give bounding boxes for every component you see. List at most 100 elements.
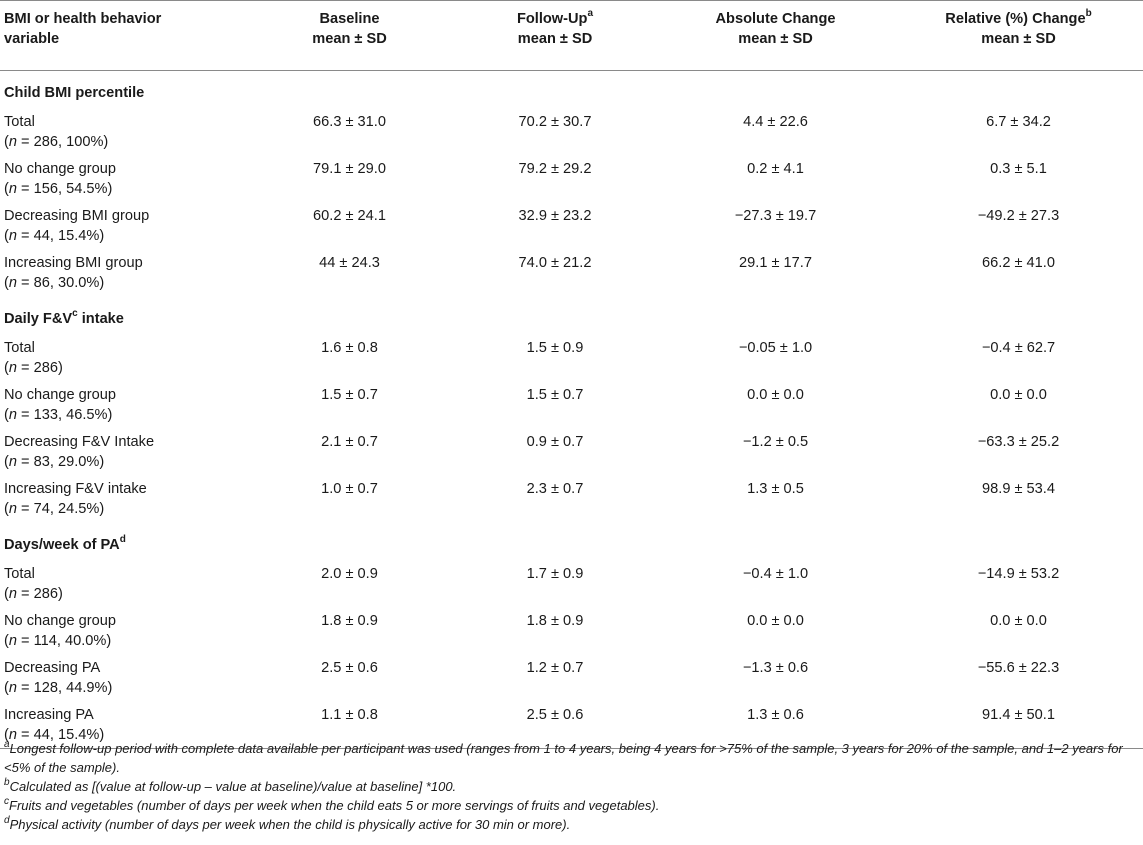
row-n-symbol: n	[8, 679, 17, 696]
row-n-value: = 156, 54.5%)	[17, 180, 113, 197]
row-n-value: = 86, 30.0%)	[17, 274, 105, 291]
section-title-text: Child BMI percentile	[4, 84, 145, 101]
header-followup-title: Follow-Up	[516, 11, 588, 27]
cell-relative: −49.2 ± 27.3	[977, 207, 1060, 224]
row-label-name: Decreasing PA	[4, 659, 101, 676]
cell-absolute: −0.05 ± 1.0	[738, 339, 813, 356]
header-variable-line2: variable	[4, 31, 60, 47]
row-n-symbol: n	[8, 632, 17, 649]
cell-followup: 1.2 ± 0.7	[526, 659, 584, 676]
cell-followup: 1.8 ± 0.9	[526, 612, 584, 629]
table-row: Decreasing PA (n = 128, 44.9%) 2.5 ± 0.6 1.…	[0, 655, 1143, 702]
footnote-text: Calculated as [(value at follow-up – val…	[9, 779, 457, 794]
cell-absolute: 1.3 ± 0.5	[747, 480, 804, 497]
cell-baseline: 1.8 ± 0.9	[321, 612, 378, 629]
cell-baseline: 44 ± 24.3	[319, 254, 380, 271]
row-n-value: = 286)	[17, 585, 63, 602]
row-label: Total (n = 286)	[0, 335, 246, 382]
cell-relative: −0.4 ± 62.7	[981, 339, 1056, 356]
row-n-symbol: n	[8, 274, 17, 291]
row-label-n: (n = 286)	[4, 359, 63, 376]
cell-absolute: 0.2 ± 4.1	[747, 160, 804, 177]
row-n-value: = 83, 29.0%)	[17, 453, 105, 470]
header-followup: Follow-Upa mean ± SD	[453, 0, 657, 71]
cell-baseline: 2.0 ± 0.9	[321, 565, 378, 582]
cell-absolute: −0.4 ± 1.0	[742, 565, 809, 582]
row-label-name: Decreasing BMI group	[4, 207, 150, 224]
cell-absolute: 0.0 ± 0.0	[747, 612, 804, 629]
footnotes: aLongest follow-up period with complete …	[4, 739, 1139, 834]
cell-absolute: 0.0 ± 0.0	[747, 386, 804, 403]
row-label-n: (n = 114, 40.0%)	[4, 632, 112, 649]
cell-followup: 1.7 ± 0.9	[526, 565, 584, 582]
row-n-symbol: n	[8, 585, 17, 602]
row-label-name: No change group	[4, 386, 116, 403]
row-label-n: (n = 86, 30.0%)	[4, 274, 105, 291]
row-label-name: Total	[4, 113, 35, 130]
section-title-text: Daily F&V	[4, 310, 73, 327]
row-n-symbol: n	[8, 133, 17, 150]
cell-absolute: 29.1 ± 17.7	[739, 254, 812, 271]
row-label: Increasing F&V intake (n = 74, 24.5%)	[0, 476, 246, 523]
table-row: Increasing PA (n = 44, 15.4%) 1.1 ± 0.8 2.5…	[0, 701, 1143, 749]
row-n-value: = 286)	[17, 359, 63, 376]
header-baseline-line2: mean ± SD	[312, 31, 387, 47]
table-row: No change group (n = 133, 46.5%) 1.5 ± 0.7…	[0, 382, 1143, 429]
cell-baseline: 2.5 ± 0.6	[321, 659, 378, 676]
cell-baseline: 1.1 ± 0.8	[246, 701, 453, 749]
cell-followup: 74.0 ± 21.2	[518, 254, 592, 271]
table-header: BMI or health behavior variable Baseline…	[0, 0, 1143, 71]
table-row: Total (n = 286) 2.0 ± 0.9 1.7 ± 0.9 −0.4 ± 1…	[0, 561, 1143, 608]
header-relative-sup: b	[1085, 8, 1092, 20]
cell-baseline: 66.3 ± 31.0	[313, 113, 386, 130]
footnote-text: Physical activity (number of days per we…	[9, 817, 571, 832]
cell-relative: −55.6 ± 22.3	[977, 659, 1060, 676]
table-row: Decreasing BMI group (n = 44, 15.4%) 60.2 …	[0, 203, 1143, 250]
cell-relative: −14.9 ± 53.2	[977, 565, 1060, 582]
cell-absolute: 1.3 ± 0.6	[657, 701, 894, 749]
results-table: BMI or health behavior variable Baseline…	[0, 0, 1143, 749]
header-variable: BMI or health behavior variable	[0, 0, 246, 71]
cell-baseline: 1.5 ± 0.7	[321, 386, 378, 403]
row-n-symbol: n	[8, 406, 17, 423]
header-absolute-line1: Absolute Change	[715, 11, 836, 27]
row-label-n: (n = 44, 15.4%)	[4, 227, 105, 244]
header-followup-sup: a	[587, 8, 594, 20]
footnote: aLongest follow-up period with complete …	[4, 739, 1139, 777]
cell-absolute: 4.4 ± 22.6	[743, 113, 808, 130]
cell-absolute: −1.3 ± 0.6	[742, 659, 809, 676]
footnote-text: Longest follow-up period with complete d…	[4, 741, 1123, 775]
section-title: Child BMI percentile	[0, 71, 1143, 109]
cell-relative: 6.7 ± 34.2	[986, 113, 1051, 130]
cell-baseline: 79.1 ± 29.0	[313, 160, 386, 177]
header-absolute: Absolute Change mean ± SD	[657, 0, 894, 71]
row-n-value: = 44, 15.4%)	[17, 726, 105, 743]
cell-relative: −63.3 ± 25.2	[977, 433, 1060, 450]
cell-relative: 66.2 ± 41.0	[982, 254, 1055, 271]
cell-absolute: −27.3 ± 19.7	[734, 207, 817, 224]
section-title-sup: d	[119, 533, 126, 545]
row-n-symbol: n	[8, 453, 17, 470]
table-row: Total (n = 286) 1.6 ± 0.8 1.5 ± 0.9 −0.05 ± …	[0, 335, 1143, 382]
row-n-value: = 133, 46.5%)	[17, 406, 113, 423]
row-label-n: (n = 83, 29.0%)	[4, 453, 105, 470]
row-label-n: (n = 156, 54.5%)	[4, 180, 113, 197]
footnote: cFruits and vegetables (number of days p…	[4, 796, 1139, 815]
row-label-n: (n = 74, 24.5%)	[4, 500, 105, 517]
cell-baseline: 1.0 ± 0.7	[321, 480, 378, 497]
cell-relative: 98.9 ± 53.4	[982, 480, 1055, 497]
header-absolute-line2: mean ± SD	[738, 31, 813, 47]
row-n-value: = 44, 15.4%)	[17, 227, 105, 244]
cell-relative: 0.0 ± 0.0	[990, 386, 1047, 403]
row-label-name: Total	[4, 339, 35, 356]
table-row: No change group (n = 156, 54.5%) 79.1 ± 29…	[0, 156, 1143, 203]
row-label-name: No change group	[4, 612, 116, 629]
cell-relative: 91.4 ± 50.1	[894, 701, 1143, 749]
section-title-sup: c	[72, 307, 78, 319]
cell-relative: 0.3 ± 5.1	[990, 160, 1047, 177]
row-label-name: Increasing PA	[4, 706, 94, 723]
cell-followup: 0.9 ± 0.7	[526, 433, 584, 450]
section-title-text: Days/week of PA	[4, 536, 120, 553]
header-followup-line2: mean ± SD	[517, 31, 593, 47]
